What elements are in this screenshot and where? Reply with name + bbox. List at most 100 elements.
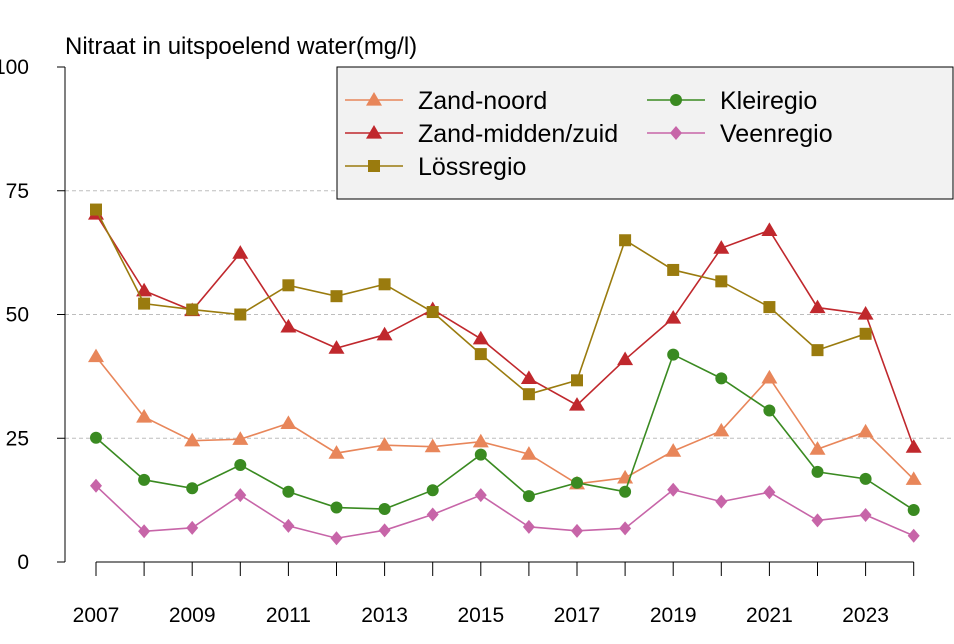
- data-point: [280, 415, 297, 429]
- data-point: [472, 330, 489, 345]
- data-point: [619, 485, 632, 498]
- series-line: [95, 353, 915, 511]
- series-layer: [88, 203, 922, 546]
- y-tick-label: 100: [0, 56, 29, 79]
- legend-label: Lössregio: [418, 153, 526, 181]
- data-point: [234, 458, 247, 471]
- series-line: [95, 213, 915, 448]
- data-point: [859, 507, 872, 522]
- data-point: [330, 531, 343, 546]
- x-tick-label: 2023: [842, 604, 889, 627]
- data-point: [376, 326, 393, 341]
- y-tick-label: 50: [6, 304, 29, 327]
- data-point: [667, 348, 680, 361]
- legend-item: Lössregio: [345, 153, 526, 181]
- data-point: [522, 519, 535, 534]
- data-point: [763, 404, 776, 417]
- x-tick-label: 2007: [73, 604, 120, 627]
- data-point: [571, 476, 583, 489]
- data-point: [665, 309, 682, 324]
- series-line: [95, 485, 915, 540]
- legend-marker: [670, 126, 682, 140]
- legend-box: [336, 66, 954, 200]
- data-point: [378, 523, 391, 538]
- legend-item: Kleiregio: [647, 87, 817, 115]
- data-point: [809, 299, 826, 314]
- data-point: [713, 240, 730, 254]
- data-point: [811, 465, 824, 478]
- chart-title: Nitraat in uitspoelend water(mg/l): [65, 33, 417, 60]
- data-point: [186, 520, 199, 535]
- data-point: [282, 485, 295, 498]
- data-point: [424, 438, 441, 453]
- data-point: [90, 203, 102, 216]
- data-point: [859, 327, 872, 340]
- legend-label: Zand-noord: [418, 87, 547, 115]
- series-kleiregio: [90, 348, 920, 517]
- data-point: [282, 518, 295, 533]
- data-point: [520, 370, 537, 384]
- data-point: [619, 521, 632, 536]
- data-point: [667, 263, 680, 276]
- legend: Zand-noord Zand-midden/zuid Lössregio Kleir…: [336, 66, 954, 200]
- data-point: [232, 245, 249, 259]
- data-point: [619, 234, 632, 247]
- data-point: [761, 369, 778, 384]
- data-point: [330, 290, 343, 303]
- data-point: [136, 408, 153, 423]
- data-point: [715, 494, 728, 509]
- data-point: [426, 484, 439, 497]
- x-tick-label: 2009: [169, 604, 216, 627]
- data-point: [907, 528, 920, 543]
- data-point: [811, 344, 824, 357]
- data-point: [905, 471, 922, 485]
- data-point: [763, 485, 776, 500]
- data-point: [90, 431, 102, 444]
- data-point: [426, 306, 439, 319]
- data-point: [90, 478, 102, 493]
- data-point: [715, 275, 728, 288]
- legend-marker: [670, 94, 682, 106]
- data-point: [763, 301, 776, 314]
- legend-marker: [366, 92, 382, 106]
- data-point: [136, 282, 153, 297]
- series-zand-midden-zuid: [88, 206, 922, 453]
- y-tick-label: 0: [17, 551, 29, 574]
- legend-marker: [366, 125, 382, 139]
- data-point: [232, 431, 249, 445]
- data-point: [472, 433, 489, 448]
- data-point: [378, 278, 391, 291]
- data-point: [280, 318, 297, 333]
- x-tick-label: 2013: [361, 604, 408, 627]
- data-point: [474, 448, 487, 461]
- legend-label: Zand-midden/zuid: [418, 120, 618, 148]
- x-tick-label: 2021: [746, 604, 793, 627]
- y-tick-label: 75: [6, 180, 29, 203]
- data-point: [667, 482, 680, 497]
- data-point: [426, 507, 439, 522]
- data-point: [857, 423, 874, 438]
- data-point: [571, 523, 583, 538]
- data-point: [522, 388, 535, 401]
- data-point: [186, 303, 199, 316]
- data-point: [617, 351, 634, 366]
- data-point: [378, 503, 391, 516]
- legend-label: Kleiregio: [720, 87, 817, 115]
- legend-item: Zand-noord: [345, 87, 547, 115]
- data-point: [328, 445, 345, 459]
- y-tick-label: 25: [6, 427, 29, 450]
- legend-marker: [368, 160, 380, 172]
- data-point: [522, 490, 535, 503]
- data-point: [713, 422, 730, 437]
- data-point: [907, 504, 920, 517]
- axes: 0 25 50 75 100 2007 2009 2011 2013 2015 2017 2019 20…: [0, 56, 915, 627]
- data-point: [811, 513, 824, 528]
- data-point: [186, 482, 199, 495]
- series-zand-noord: [88, 348, 922, 490]
- x-tick-label: 2017: [554, 604, 601, 627]
- data-point: [474, 488, 487, 503]
- data-point: [234, 488, 247, 503]
- legend-label: Veenregio: [720, 120, 833, 148]
- data-point: [138, 524, 151, 539]
